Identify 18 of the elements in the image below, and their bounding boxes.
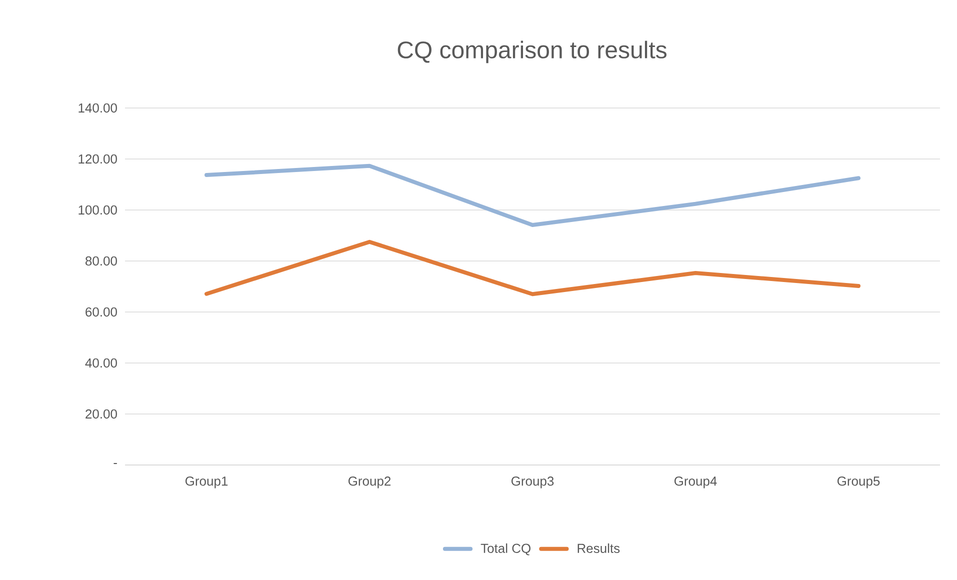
- y-tick-label: -: [114, 463, 117, 464]
- x-tick-label: Group1: [185, 476, 228, 488]
- y-tick-label: 80.00: [86, 256, 117, 266]
- x-tick-label: Group5: [837, 476, 880, 488]
- legend-label: Results: [578, 543, 620, 553]
- line-series: [204, 240, 860, 296]
- y-tick-label: 140.00: [78, 103, 117, 113]
- y-tick-label: 120.00: [78, 154, 117, 164]
- x-tick-label: Group2: [348, 476, 391, 488]
- y-tick-label: 60.00: [86, 307, 117, 317]
- y-tick-label: 20.00: [86, 409, 117, 419]
- chart-title: CQ comparison to results: [398, 40, 666, 64]
- line-series: [204, 164, 860, 228]
- x-tick-label: Group3: [511, 476, 554, 488]
- y-tick-label: 40.00: [85, 358, 117, 368]
- x-tick-label: Group4: [674, 476, 717, 488]
- legend-label: Total CQ: [480, 543, 530, 556]
- y-tick-label: 100.00: [78, 205, 117, 215]
